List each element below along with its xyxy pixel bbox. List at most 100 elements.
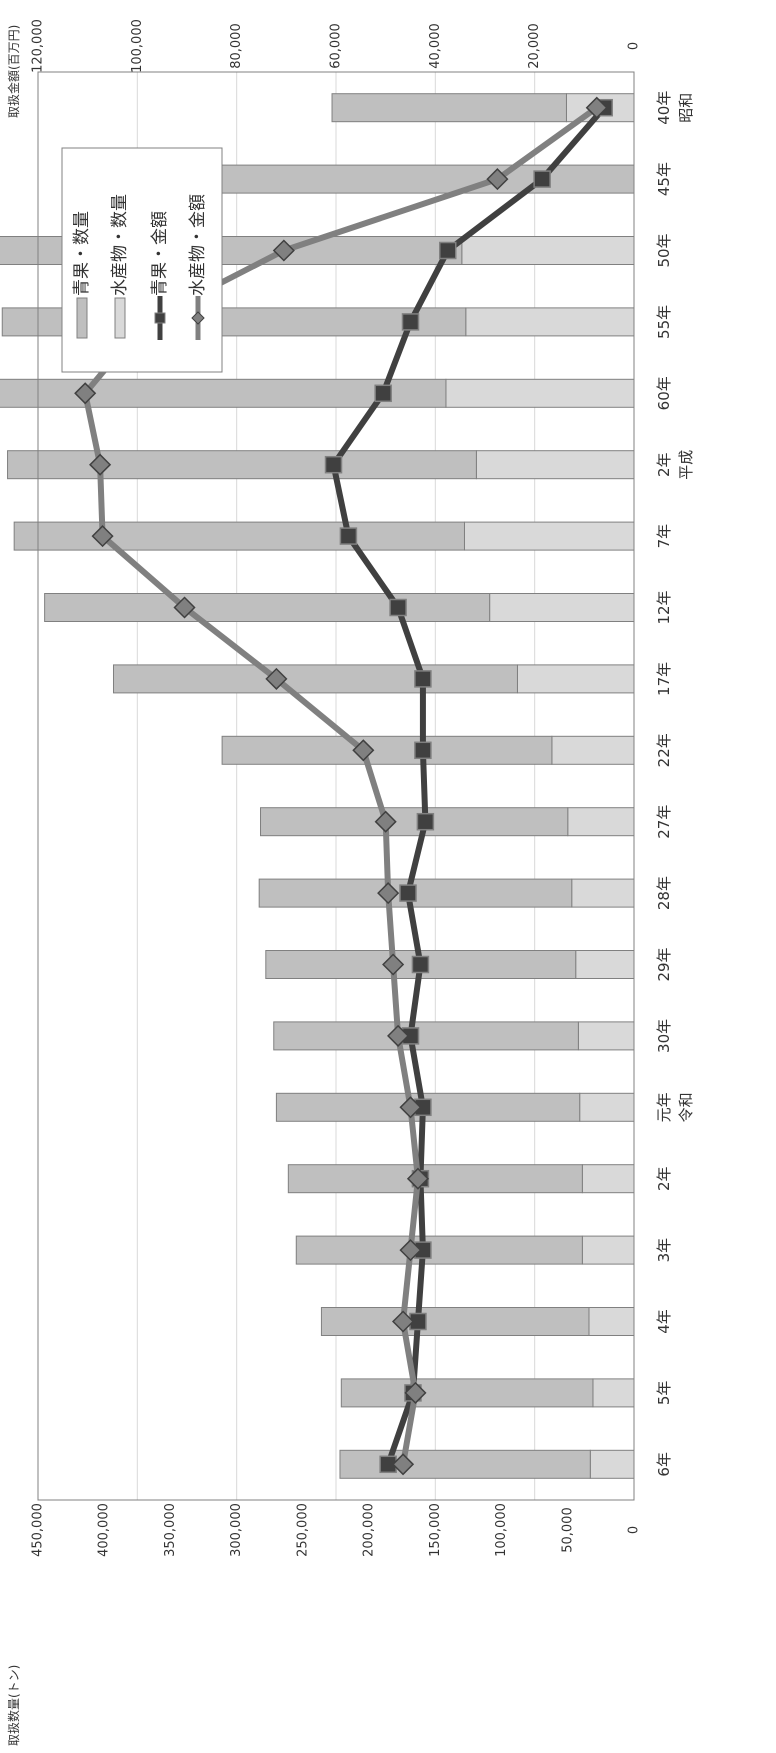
marker-seika-amount [389, 598, 407, 617]
left-axis-tick-label: 450,000 [31, 1503, 46, 1557]
legend-key-bar [114, 297, 126, 339]
bar-suisan-quantity [581, 1164, 635, 1194]
marker-suisan-amount [91, 525, 114, 548]
era-label: 昭和 [677, 93, 695, 123]
category-label: 3年 [655, 1238, 673, 1263]
marker-suisan-amount [391, 1453, 415, 1476]
category-label: 28年 [655, 876, 673, 910]
bar-suisan-quantity [592, 1378, 635, 1408]
bar-seika-quantity [213, 164, 635, 194]
plot-frame [37, 71, 635, 1501]
category-label: 5年 [655, 1381, 673, 1406]
legend: 青果・数量 水産物・数量 青果・金額 水産物・金額 [61, 147, 223, 373]
bar-seika-quantity [221, 735, 553, 765]
era-label: 平成 [677, 450, 695, 480]
marker-suisan-amount [391, 1310, 415, 1333]
category-label: 12年 [655, 590, 673, 624]
marker-seika-amount [374, 384, 392, 403]
category-label: 29年 [655, 947, 673, 981]
left-axis-tick-label: 150,000 [428, 1503, 443, 1557]
marker-seika-amount [416, 812, 435, 831]
right-axis-title: 取扱金額(百万円) [6, 25, 21, 118]
marker-seika-amount [399, 884, 417, 902]
marker-seika-amount [411, 955, 430, 974]
category-label: 40年 [655, 91, 673, 125]
category-label: 元年 [655, 1092, 673, 1122]
left-axis-tick-label: 100,000 [494, 1503, 509, 1557]
left-axis-tick-label: 350,000 [163, 1503, 178, 1557]
bar-seika-quantity [273, 1021, 579, 1051]
marker-suisan-amount [374, 810, 397, 833]
bar-seika-quantity [260, 807, 569, 837]
legend-label: 水産物・金額 [188, 194, 208, 296]
category-label: 60年 [655, 376, 673, 410]
bar-seika-quantity [339, 1449, 591, 1479]
right-axis-tick-label: 0 [627, 42, 642, 50]
bar-suisan-quantity [551, 735, 635, 765]
left-axis-tick-label: 400,000 [97, 1503, 112, 1557]
legend-key-bar [76, 297, 88, 339]
bar-suisan-quantity [575, 950, 635, 979]
legend-key-marker [154, 312, 166, 324]
right-axis-tick-label: 40,000 [428, 23, 443, 69]
bar-suisan-quantity [489, 593, 635, 622]
marker-seika-amount [439, 241, 457, 260]
bar-suisan-quantity [465, 307, 635, 337]
series-lines [74, 96, 613, 1476]
left-axis-tick-label: 0 [627, 1526, 642, 1534]
category-label: 55年 [655, 305, 673, 339]
marker-seika-amount [339, 527, 358, 545]
marker-suisan-amount [406, 1167, 430, 1190]
bar-seika-quantity [331, 93, 567, 123]
marker-suisan-amount [173, 596, 196, 619]
category-label: 4年 [655, 1309, 673, 1334]
bar-suisan-quantity [581, 1235, 635, 1265]
left-axis-tick-label: 200,000 [362, 1503, 377, 1557]
category-label: 7年 [655, 524, 673, 549]
axis-titles: 取扱数量(トン) 取扱金額(百万円) [6, 25, 21, 1746]
marker-suisan-amount [486, 168, 509, 191]
left-axis-tick-label: 300,000 [229, 1503, 244, 1557]
bar-seika-quantity [112, 664, 518, 694]
left-axis-tick-label: 50,000 [560, 1507, 575, 1553]
left-axis-title: 取扱数量(トン) [6, 1665, 21, 1746]
marker-suisan-amount [585, 96, 608, 119]
category-label: 2年 [655, 452, 673, 477]
era-label: 令和 [677, 1092, 695, 1122]
marker-suisan-amount [387, 1024, 410, 1047]
bar-suisan-quantity [567, 807, 635, 837]
marker-suisan-amount [382, 953, 405, 976]
marker-suisan-amount [399, 1239, 422, 1262]
left-axis-tick-label: 250,000 [295, 1503, 310, 1557]
legend-label: 水産物・数量 [110, 194, 130, 296]
right-axis-tick-label: 20,000 [527, 23, 542, 69]
plot-border [37, 71, 635, 1501]
category-label: 22年 [655, 733, 673, 767]
marker-seika-amount [401, 313, 420, 331]
marker-suisan-amount [404, 1381, 427, 1404]
bar-suisan-quantity [475, 450, 635, 480]
right-axis-tick-label: 100,000 [130, 19, 145, 73]
category-label: 6年 [655, 1452, 673, 1477]
bar-suisan-quantity [571, 878, 635, 908]
bar-seika-quantity [7, 450, 477, 480]
category-label: 27年 [655, 805, 673, 839]
bar-suisan-quantity [589, 1449, 635, 1479]
marker-suisan-amount [89, 453, 112, 476]
bar-suisan-quantity [463, 521, 635, 551]
bar-seika-quantity [340, 1378, 594, 1408]
right-axis-tick-label: 60,000 [329, 23, 344, 69]
legend-key-marker [191, 311, 205, 325]
marker-suisan-amount [265, 667, 288, 690]
category-label: 2年 [655, 1166, 673, 1191]
marker-suisan-amount [399, 1096, 422, 1119]
category-label: 17年 [655, 662, 673, 696]
legend-box [61, 147, 223, 373]
left-axis-ticks: 0 50,000 100,000 150,000 200,000 250,000 300,0… [31, 1503, 642, 1557]
marker-suisan-amount [352, 739, 375, 762]
bar-seika-quantity [13, 521, 465, 551]
legend-label: 青果・数量 [72, 211, 92, 296]
bar-suisan-quantity [516, 664, 635, 694]
legend-label: 青果・金額 [150, 211, 170, 296]
